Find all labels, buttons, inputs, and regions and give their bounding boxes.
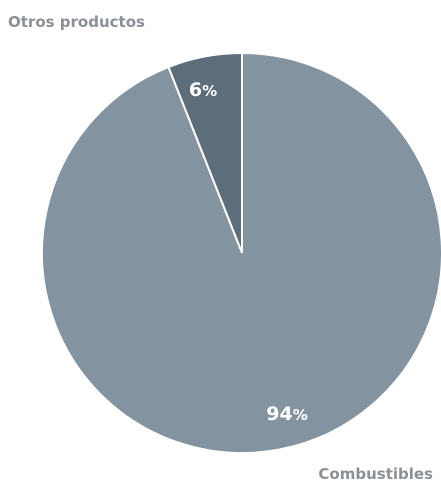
pie-slice-combustibles — [41, 51, 441, 454]
percent-sign: % — [293, 406, 308, 424]
category-label-otros-productos: Otros productos — [8, 13, 145, 31]
percent-label-combustibles: 94% — [266, 403, 307, 425]
labels-layer: 6% Otros productos 94% Combustibles — [8, 13, 433, 483]
percent-label-otros-productos: 6% — [189, 79, 217, 101]
category-label-combustibles: Combustibles — [318, 465, 433, 483]
slices-layer — [41, 51, 441, 454]
percent-sign: % — [202, 82, 217, 100]
percent-value: 94 — [266, 403, 292, 425]
percent-value: 6 — [189, 79, 202, 101]
